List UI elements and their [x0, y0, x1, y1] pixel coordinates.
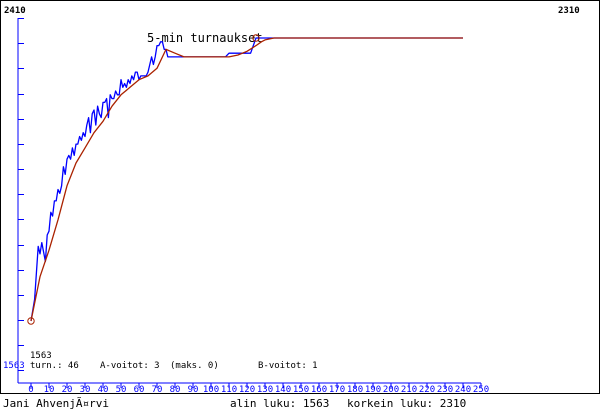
x-tick-label: 10	[44, 385, 55, 395]
x-tick-label: 130	[257, 385, 273, 395]
x-tick-label: 230	[437, 385, 453, 395]
x-tick-label: 110	[221, 385, 237, 395]
stats-row: 1563 turn.: 46 A-voitot: 3 (maks. 0) B-v…	[3, 361, 318, 371]
x-tick-label: 240	[455, 385, 471, 395]
top-right-label: 2310	[558, 6, 580, 16]
x-tick-label: 30	[80, 385, 91, 395]
x-tick-label: 180	[347, 385, 363, 395]
ymin-label: 1563	[30, 351, 52, 361]
x-tick-label: 80	[170, 385, 181, 395]
stats-a-wins: A-voitot: 3	[100, 361, 160, 371]
x-tick-label: 50	[116, 385, 127, 395]
player-name: Jani AhvenjÃ¤rvi	[3, 397, 109, 410]
x-tick-label: 140	[275, 385, 291, 395]
x-tick-label: 0	[28, 385, 33, 395]
x-tick-label: 120	[239, 385, 255, 395]
x-tick-label: 90	[188, 385, 199, 395]
x-tick-label: 150	[293, 385, 309, 395]
x-tick-label: 40	[98, 385, 109, 395]
x-tick-label: 250	[473, 385, 489, 395]
max-rating-label: korkein luku: 2310	[347, 397, 467, 410]
x-tick-label: 60	[134, 385, 145, 395]
stats-ymin-value: 1563	[3, 361, 25, 371]
series-layer	[27, 34, 463, 325]
x-tick-label: 100	[203, 385, 219, 395]
peak-marker	[252, 34, 260, 42]
stats-b-wins: B-voitot: 1	[258, 361, 318, 371]
x-tick-label: 190	[365, 385, 381, 395]
chart-frame	[0, 0, 600, 394]
top-left-label: 2410	[4, 6, 26, 16]
x-tick-label: 170	[329, 385, 345, 395]
chart-title: 5-min turnaukset	[147, 31, 263, 45]
x-tick-label: 70	[152, 385, 163, 395]
x-tick-label: 200	[383, 385, 399, 395]
x-tick-label: 220	[419, 385, 435, 395]
stats-turns: turn.: 46	[30, 361, 79, 371]
start-marker	[27, 317, 35, 325]
min-rating-label: alin luku: 1563	[230, 397, 330, 410]
x-tick-label: 20	[62, 385, 73, 395]
stats-max: (maks. 0)	[170, 361, 219, 371]
x-tick-label: 210	[401, 385, 417, 395]
x-tick-label: 160	[311, 385, 327, 395]
axes: 0 10 20 30 40 50 60 70 80 90 100 110 120 130 140 150 160…	[17, 18, 489, 395]
series-line-2	[30, 37, 463, 322]
